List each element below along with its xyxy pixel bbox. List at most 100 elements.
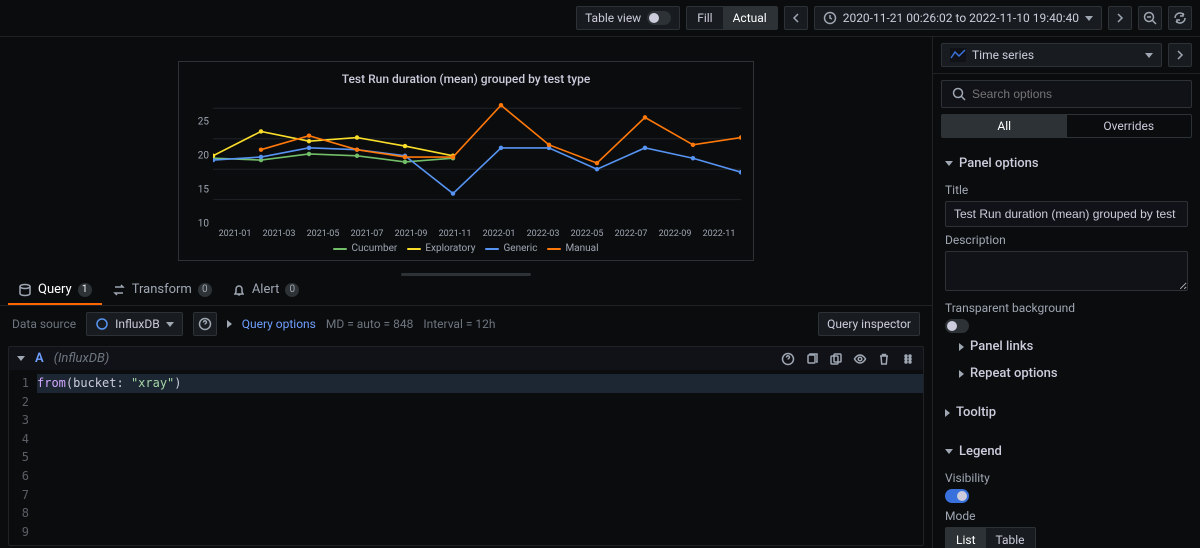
flux-code-editor[interactable]: 123456789 from(bucket: "xray")|> range(s…	[9, 370, 923, 545]
tab-overrides[interactable]: Overrides	[1067, 115, 1192, 137]
sidebar-next-button[interactable]	[1168, 43, 1192, 67]
legend-mode-list[interactable]: List	[946, 528, 986, 548]
chart-legend: CucumberExploratoryGenericManual	[191, 239, 741, 254]
tab-alert-label: Alert	[252, 282, 280, 297]
options-sidebar: Time series All Overrides Panel options …	[932, 37, 1200, 548]
transparent-bg-label: Transparent background	[945, 295, 1188, 319]
legend-visibility-label: Visibility	[945, 465, 1188, 489]
section-panel-options-label: Panel options	[959, 156, 1039, 171]
legend-mode-label: Mode	[945, 503, 1188, 527]
chevron-right-icon	[959, 343, 964, 351]
tab-query-label: Query	[38, 282, 72, 297]
fill-button[interactable]: Fill	[687, 7, 722, 29]
visualization-picker[interactable]: Time series	[941, 43, 1162, 67]
query-inspector-button[interactable]: Query inspector	[818, 312, 920, 336]
legend-visibility-toggle[interactable]	[945, 489, 969, 503]
chart-x-axis: 2021-012021-032021-052021-072021-092021-…	[191, 227, 741, 239]
search-options-input[interactable]	[972, 87, 1181, 101]
panel-title-input[interactable]	[945, 201, 1188, 227]
transparent-bg-toggle[interactable]	[945, 319, 969, 333]
actual-button[interactable]: Actual	[723, 7, 777, 29]
chevron-down-icon	[1145, 53, 1153, 58]
chevron-right-icon	[945, 409, 950, 417]
panel-description-input[interactable]	[945, 251, 1188, 291]
time-range-picker[interactable]: 2020-11-21 00:26:02 to 2022-11-10 19:40:…	[814, 6, 1102, 30]
query-row-a: A (InfluxDB) 123456789 from(bucket: "xra…	[8, 346, 924, 546]
influxdb-icon	[95, 317, 109, 331]
chevron-left-icon	[789, 11, 803, 25]
editor-topbar: Table view Fill Actual 2020-11-21 00:26:…	[0, 0, 1200, 37]
fill-actual-group: Fill Actual	[686, 6, 778, 30]
database-icon	[18, 283, 32, 297]
chevron-right-icon	[1113, 11, 1127, 25]
time-next-button[interactable]	[1108, 6, 1132, 30]
section-panel-links[interactable]: Panel links	[945, 333, 1188, 360]
bell-icon	[232, 283, 246, 297]
legend-mode-table[interactable]: Table	[986, 528, 1035, 548]
title-field-label: Title	[945, 177, 1188, 201]
chevron-down-icon	[1085, 16, 1093, 21]
query-interval-info: Interval = 12h	[423, 317, 495, 331]
section-repeat-options[interactable]: Repeat options	[945, 360, 1188, 387]
query-datasource-sub: (InfluxDB)	[54, 351, 110, 366]
zoom-out-button[interactable]	[1138, 6, 1162, 30]
tab-query-count: 1	[78, 283, 92, 297]
table-view-switch[interactable]	[647, 11, 671, 25]
query-options-link[interactable]: Query options	[242, 317, 316, 331]
chevron-down-icon	[945, 161, 953, 166]
zoom-out-icon	[1143, 11, 1157, 25]
table-view-toggle[interactable]: Table view	[576, 6, 680, 30]
time-series-icon	[950, 48, 966, 62]
help-icon[interactable]	[781, 352, 795, 366]
query-editor-tabs: Query 1 Transform 0 Alert 0	[0, 276, 932, 306]
copy-icon[interactable]	[805, 352, 819, 366]
chevron-right-icon	[227, 320, 232, 328]
time-prev-button[interactable]	[784, 6, 808, 30]
chevron-down-icon	[945, 449, 953, 454]
chart-title: Test Run duration (mean) grouped by test…	[191, 72, 741, 90]
chevron-right-icon	[959, 370, 964, 378]
query-md-info: MD = auto = 848	[326, 317, 413, 331]
transform-icon	[112, 283, 126, 297]
query-letter: A	[35, 351, 44, 366]
collapse-query-toggle[interactable]	[17, 356, 25, 361]
section-panel-options[interactable]: Panel options	[945, 150, 1188, 177]
section-legend-label: Legend	[959, 444, 1002, 459]
tab-transform-label: Transform	[132, 282, 192, 297]
drag-handle-icon[interactable]	[901, 352, 915, 366]
question-icon	[198, 317, 212, 331]
section-tooltip-label: Tooltip	[956, 405, 996, 420]
duplicate-icon[interactable]	[829, 352, 843, 366]
refresh-button[interactable]	[1168, 6, 1192, 30]
section-tooltip[interactable]: Tooltip	[945, 399, 1188, 426]
chart-plot-area	[213, 90, 741, 227]
tab-transform[interactable]: Transform 0	[102, 276, 222, 305]
clock-icon	[823, 11, 837, 25]
refresh-icon	[1173, 11, 1187, 25]
visualization-name: Time series	[972, 48, 1034, 62]
panel-preview-chart: Test Run duration (mean) grouped by test…	[178, 61, 754, 261]
tab-all[interactable]: All	[942, 115, 1067, 137]
options-overrides-tabs: All Overrides	[941, 114, 1192, 138]
table-view-label: Table view	[585, 11, 641, 25]
tab-alert-count: 0	[285, 283, 299, 297]
data-source-name: InfluxDB	[115, 317, 160, 331]
section-repeat-options-label: Repeat options	[970, 366, 1058, 381]
query-toolbar: Data source InfluxDB Query options MD = …	[0, 306, 932, 342]
chevron-down-icon	[166, 322, 174, 327]
chart-y-axis: 25201510	[191, 90, 213, 227]
legend-mode-group: List Table	[945, 527, 1036, 548]
time-range-text: 2020-11-21 00:26:02 to 2022-11-10 19:40:…	[843, 11, 1079, 25]
trash-icon[interactable]	[877, 352, 891, 366]
search-options[interactable]	[941, 80, 1192, 108]
tab-alert[interactable]: Alert 0	[222, 276, 310, 305]
visibility-icon[interactable]	[853, 352, 867, 366]
search-icon	[952, 87, 966, 101]
description-field-label: Description	[945, 227, 1188, 251]
tab-query[interactable]: Query 1	[8, 276, 102, 305]
section-panel-links-label: Panel links	[970, 339, 1033, 354]
chevron-right-icon	[1173, 48, 1187, 62]
datasource-help-button[interactable]	[193, 312, 217, 336]
section-legend[interactable]: Legend	[945, 438, 1188, 465]
data-source-picker[interactable]: InfluxDB	[86, 312, 183, 336]
